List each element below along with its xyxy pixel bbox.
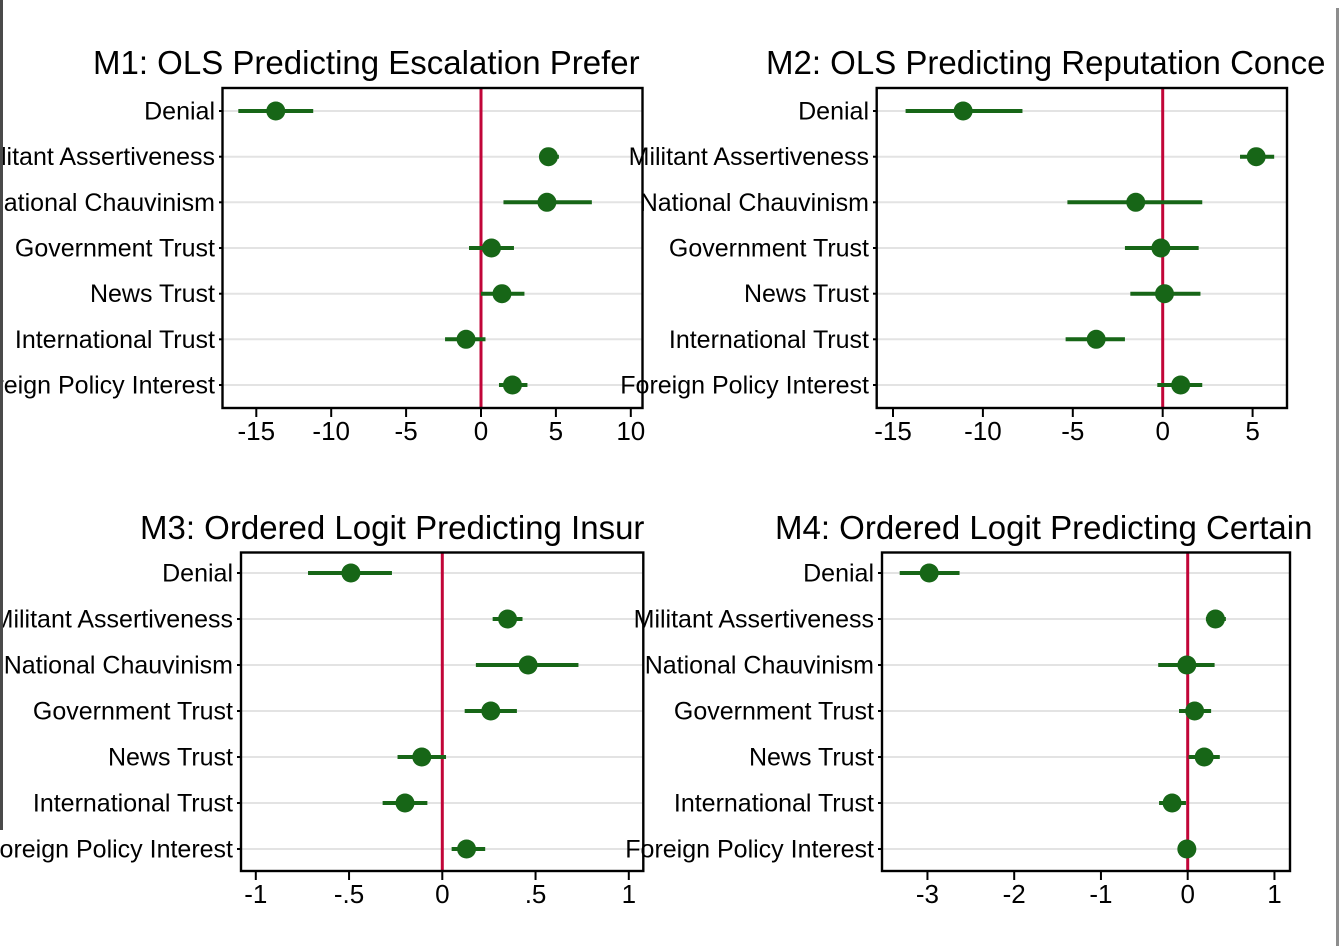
x-axis-tick-label: -1 <box>1089 879 1112 909</box>
y-axis-category-label: International Trust <box>33 790 233 818</box>
y-axis-category-label: Denial <box>798 98 869 126</box>
x-axis-tick-label: -10 <box>312 416 350 446</box>
window-right-border <box>1336 8 1339 946</box>
y-axis-category-label: International Trust <box>674 790 874 818</box>
y-axis-category-label: Denial <box>803 560 874 588</box>
y-axis-category-label: Militant Assertiveness <box>629 143 869 171</box>
x-axis-tick-label: 0 <box>435 879 449 909</box>
coefficient-point <box>1162 793 1182 813</box>
y-axis-category-label: Foreign Policy Interest <box>0 836 233 864</box>
y-axis-category-label: International Trust <box>15 326 215 354</box>
panel-title-m1: M1: OLS Predicting Escalation Prefer <box>93 44 640 81</box>
y-axis-category-label: Denial <box>144 98 215 126</box>
x-axis-tick-label: 1 <box>1267 879 1281 909</box>
x-axis-tick-label: -5 <box>1061 416 1084 446</box>
coefficient-point <box>498 609 518 629</box>
x-axis-tick-label: 0 <box>1180 879 1194 909</box>
y-axis-category-label: Foreign Policy Interest <box>0 372 215 400</box>
coefficient-point <box>1205 609 1225 629</box>
coefficient-point <box>919 563 939 583</box>
coefficient-point <box>456 329 476 349</box>
coefficient-point <box>1151 238 1171 258</box>
y-axis-category-label: Militant Assertiveness <box>0 143 215 171</box>
y-axis-category-label: Foreign Policy Interest <box>625 836 874 864</box>
x-axis-tick-label: 5 <box>1245 416 1259 446</box>
x-axis-tick-label: 0 <box>474 416 488 446</box>
coefficient-point <box>953 101 973 121</box>
x-axis-tick-label: 5 <box>549 416 563 446</box>
y-axis-category-label: News Trust <box>108 744 233 772</box>
x-axis-tick-label: -3 <box>916 879 939 909</box>
window-left-border <box>0 0 3 830</box>
x-axis-tick-label: 0 <box>1155 416 1169 446</box>
y-axis-category-label: National Chauvinism <box>645 652 874 680</box>
coefficient-point <box>1086 329 1106 349</box>
coefficient-point <box>1177 655 1197 675</box>
y-axis-category-label: Foreign Policy Interest <box>620 372 869 400</box>
coefficient-point <box>1177 839 1197 859</box>
coefficient-point <box>481 701 501 721</box>
coefficient-point <box>537 192 557 212</box>
y-axis-category-label: National Chauvinism <box>0 189 215 217</box>
coefficient-point <box>1154 284 1174 304</box>
y-axis-category-label: Government Trust <box>15 235 215 263</box>
y-axis-category-label: Government Trust <box>674 698 874 726</box>
coefficient-point <box>492 284 512 304</box>
panel-title-m3: M3: Ordered Logit Predicting Insur <box>140 509 645 546</box>
coefficient-point <box>518 655 538 675</box>
coefficient-point <box>538 147 558 167</box>
coefficient-point <box>1185 701 1205 721</box>
y-axis-category-label: International Trust <box>669 326 869 354</box>
coefficient-point <box>1126 192 1146 212</box>
x-axis-tick-label: -.5 <box>334 879 364 909</box>
x-axis-tick-label: .5 <box>525 879 547 909</box>
coefficient-point <box>481 238 501 258</box>
y-axis-category-label: National Chauvinism <box>640 189 869 217</box>
y-axis-category-label: Government Trust <box>33 698 233 726</box>
x-axis-tick-label: 1 <box>622 879 636 909</box>
coefficient-point <box>1171 375 1191 395</box>
x-axis-tick-label: -5 <box>395 416 418 446</box>
x-axis-tick-label: -15 <box>874 416 912 446</box>
panel-title-m4: M4: Ordered Logit Predicting Certain <box>775 509 1313 546</box>
x-axis-tick-label: -15 <box>238 416 276 446</box>
y-axis-category-label: News Trust <box>749 744 874 772</box>
y-axis-category-label: Militant Assertiveness <box>0 606 233 634</box>
y-axis-category-label: Government Trust <box>669 235 869 263</box>
coefficient-point <box>1194 747 1214 767</box>
coefficient-point <box>412 747 432 767</box>
y-axis-category-label: Militant Assertiveness <box>634 606 874 634</box>
x-axis-tick-label: -10 <box>964 416 1002 446</box>
coefficient-point <box>341 563 361 583</box>
coefficient-point <box>395 793 415 813</box>
coefficient-point <box>502 375 522 395</box>
coefficient-point <box>1246 147 1266 167</box>
y-axis-category-label: Denial <box>162 560 233 588</box>
y-axis-category-label: National Chauvinism <box>4 652 233 680</box>
coefficient-point <box>457 839 477 859</box>
y-axis-category-label: News Trust <box>90 280 215 308</box>
panel-title-m2: M2: OLS Predicting Reputation Conce <box>766 44 1326 81</box>
coefficient-point <box>266 101 286 121</box>
x-axis-tick-label: 10 <box>616 416 645 446</box>
x-axis-tick-label: -2 <box>1003 879 1026 909</box>
x-axis-tick-label: -1 <box>244 879 267 909</box>
y-axis-category-label: News Trust <box>744 280 869 308</box>
